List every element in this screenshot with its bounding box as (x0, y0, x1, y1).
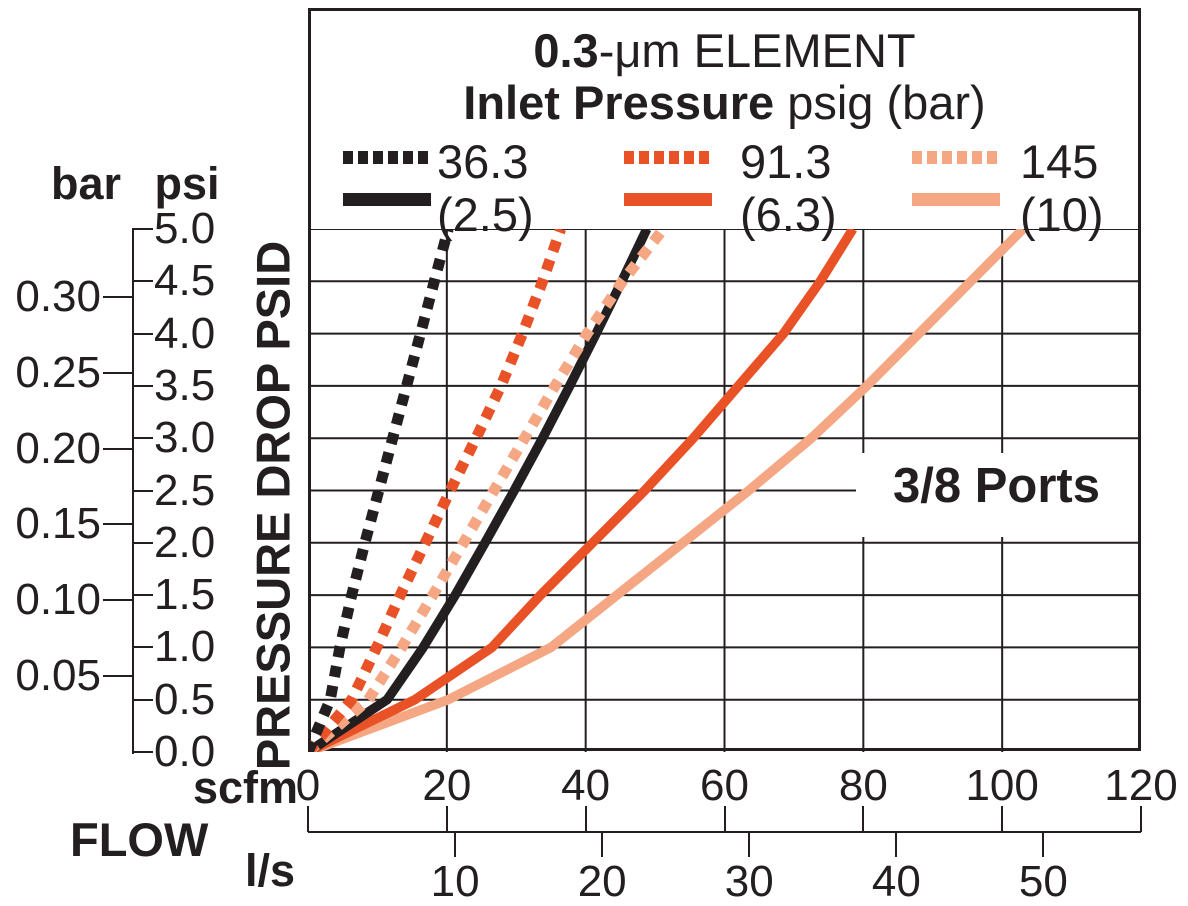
psi-axis-line (132, 229, 134, 754)
scfm-scale-heading: scfm (192, 762, 298, 813)
legend-label-psig-145: 145 (1020, 135, 1099, 188)
psi-tick-2.0 (132, 541, 153, 544)
psi-tick-5.0 (132, 228, 153, 230)
legend-swatch-dotted-91.3 (624, 151, 712, 164)
scfm-tick-label-120: 120 (1104, 761, 1178, 810)
psi-tick-label-4.0: 4.0 (154, 308, 216, 358)
ls-scale-heading: l/s (244, 845, 295, 896)
scfm-tick-80 (862, 806, 865, 832)
chart-title-line2: Inlet Pressure psig (bar) (308, 78, 1141, 128)
scfm-tick-0 (307, 806, 309, 832)
chart-title-units: psig (bar) (774, 76, 986, 129)
psi-tick-4.0 (132, 332, 153, 335)
psi-tick-label-1.5: 1.5 (154, 570, 216, 620)
scfm-tick-20 (445, 806, 448, 832)
psi-tick-2.5 (132, 489, 153, 492)
curve-dotted-145 (308, 229, 668, 752)
scfm-tick-40 (584, 806, 587, 832)
bar-tick-0.20 (103, 447, 133, 450)
scfm-tick-label-40: 40 (561, 761, 611, 810)
scfm-tick-label-20: 20 (422, 761, 472, 810)
bar-tick-label-0.15: 0.15 (15, 499, 101, 549)
psi-tick-0.0 (132, 751, 153, 753)
bar-scale-heading: bar (50, 158, 122, 209)
legend-swatch-dotted-145 (912, 151, 1000, 164)
curve-solid-6.3 (308, 229, 857, 752)
scfm-tick-label-60: 60 (700, 761, 749, 810)
psi-tick-label-3.0: 3.0 (154, 413, 216, 463)
psi-tick-3.0 (132, 437, 153, 440)
legend-swatch-dotted-36.3 (343, 151, 431, 164)
scfm-tick-label-80: 80 (838, 761, 888, 810)
scfm-tick-label-0: 0 (295, 761, 321, 810)
ls-tick-label-10: 10 (430, 857, 480, 906)
ls-tick-10 (454, 833, 457, 857)
psi-tick-label-0.5: 0.5 (154, 674, 216, 724)
ls-tick-label-20: 20 (577, 857, 627, 906)
ports-size-label: 3/8 Ports (893, 459, 1100, 513)
bar-tick-label-0.05: 0.05 (15, 651, 101, 701)
scfm-tick-label-100: 100 (965, 761, 1039, 810)
psi-tick-4.5 (132, 280, 153, 283)
legend-label-bar-145: (10) (1020, 188, 1104, 241)
psi-tick-1.5 (132, 594, 153, 597)
legend-label-bar-91.3: (6.3) (740, 188, 837, 241)
bar-tick-0.10 (103, 599, 133, 602)
ls-tick-40 (895, 833, 898, 857)
psi-tick-label-5.0: 5.0 (154, 204, 216, 253)
plot-area (308, 229, 1141, 752)
psi-scale-heading: psi (154, 158, 220, 209)
bar-tick-0.15 (103, 523, 133, 526)
legend-swatch-solid-91.3 (624, 193, 712, 206)
bar-tick-0.25 (103, 371, 133, 374)
psi-tick-label-4.5: 4.5 (154, 256, 216, 306)
psi-tick-label-2.5: 2.5 (154, 465, 216, 515)
psi-tick-0.5 (132, 698, 153, 701)
legend-label-bar-36.3: (2.5) (437, 188, 534, 241)
legend-label-psig-91.3: 91.3 (740, 135, 832, 188)
psi-tick-label-3.5: 3.5 (154, 360, 216, 410)
psi-tick-3.5 (132, 384, 153, 387)
curve-dotted-91.3 (308, 229, 566, 752)
legend-swatch-solid-36.3 (343, 193, 431, 206)
ls-tick-30 (748, 833, 751, 857)
bar-tick-label-0.30: 0.30 (15, 271, 101, 321)
ls-tick-label-40: 40 (871, 857, 921, 906)
ls-tick-20 (601, 833, 604, 857)
bar-tick-label-0.10: 0.10 (15, 575, 101, 625)
psi-tick-1.0 (132, 646, 153, 649)
ls-tick-label-50: 50 (1018, 857, 1068, 906)
ls-tick-label-30: 30 (724, 857, 774, 906)
curve-solid-10 (308, 229, 1027, 752)
chart-title-element-text: -μm ELEMENT (598, 24, 916, 77)
psi-tick-label-0.0: 0.0 (154, 727, 216, 776)
psi-tick-label-2.0: 2.0 (154, 517, 216, 567)
chart-title-line1: 0.3-μm ELEMENT (308, 26, 1141, 76)
legend-swatch-solid-145 (912, 193, 1000, 206)
scfm-tick-120 (1140, 806, 1142, 832)
bar-tick-label-0.20: 0.20 (15, 423, 101, 473)
x-axis-title: FLOW (70, 813, 209, 866)
bar-tick-label-0.25: 0.25 (15, 347, 101, 397)
chart-title-inlet-pressure: Inlet Pressure (463, 76, 775, 129)
legend-label-psig-36.3: 36.3 (437, 135, 529, 188)
ls-tick-50 (1042, 833, 1045, 857)
scfm-tick-100 (1001, 806, 1004, 832)
scfm-tick-60 (723, 806, 726, 832)
ports-label-backdrop (856, 453, 1138, 537)
psi-tick-label-1.0: 1.0 (154, 622, 216, 672)
bar-tick-0.30 (103, 295, 133, 298)
ls-axis-line (308, 831, 1141, 833)
bar-tick-0.05 (103, 675, 133, 678)
chart-title-element-size: 0.3 (533, 24, 599, 77)
